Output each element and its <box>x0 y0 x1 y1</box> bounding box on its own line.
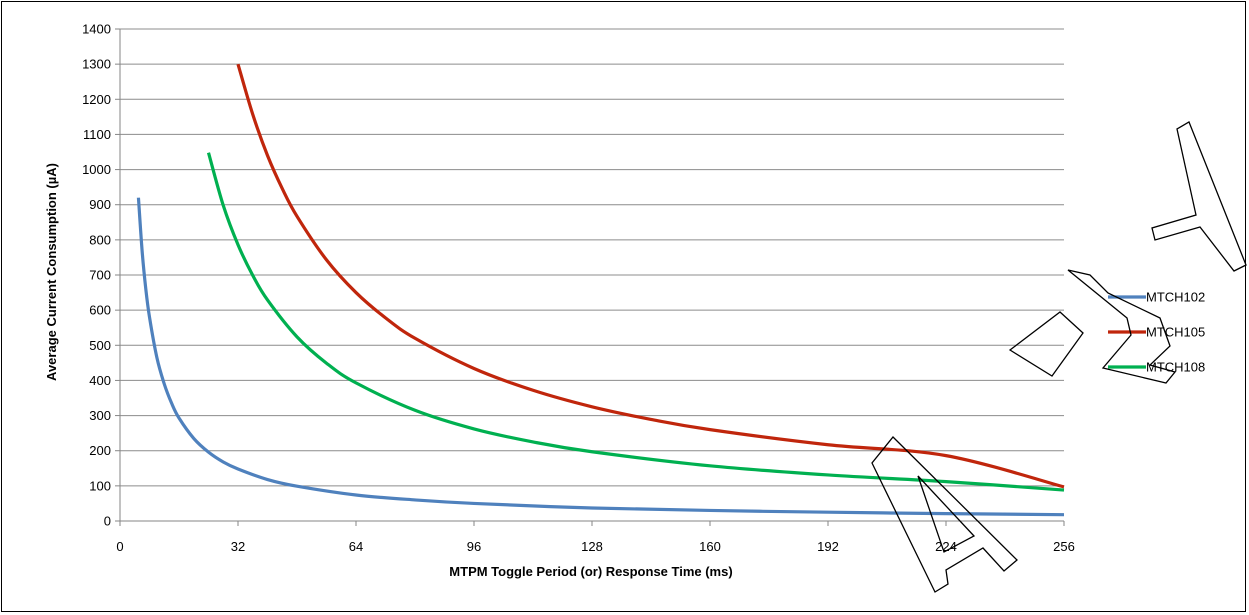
y-tick-label: 1000 <box>82 162 111 177</box>
x-axis-title: MTPM Toggle Period (or) Response Time (m… <box>449 564 732 579</box>
preliminary-watermark <box>871 121 1247 593</box>
y-tick-label: 600 <box>89 303 111 318</box>
y-tick-label: 500 <box>89 338 111 353</box>
y-tick-label: 1200 <box>82 92 111 107</box>
y-tick-label: 300 <box>89 408 111 423</box>
x-axis-ticks: 0 32 64 96 128 160 192 224 256 <box>116 521 1075 554</box>
series-line-mtch102 <box>136 197 1065 517</box>
x-tick-label: 64 <box>349 539 363 554</box>
x-tick-label: 128 <box>581 539 603 554</box>
x-tick-label: 96 <box>467 539 481 554</box>
x-tick-label: 256 <box>1053 539 1075 554</box>
y-tick-label: 800 <box>89 232 111 247</box>
legend-label-mtch108: MTCH108 <box>1146 360 1205 375</box>
legend-label-mtch102: MTCH102 <box>1146 290 1205 305</box>
series-line-mtch108 <box>206 152 1065 492</box>
y-tick-label: 1300 <box>82 57 111 72</box>
y-tick-label: 400 <box>89 373 111 388</box>
y-axis-title: Average Current Consumption (µA) <box>44 163 59 381</box>
x-tick-label: 32 <box>231 539 245 554</box>
x-tick-label: 160 <box>699 539 721 554</box>
series-lines <box>136 63 1065 517</box>
y-tick-label: 200 <box>89 443 111 458</box>
y-axis-ticks: 0 100 200 300 400 500 600 700 800 900 1000 1100 1200… <box>82 22 121 529</box>
y-tick-label: 1100 <box>83 127 111 142</box>
gridlines <box>120 28 1064 522</box>
series-line-mtch105 <box>236 63 1065 489</box>
y-tick-label: 900 <box>89 197 111 212</box>
x-tick-label: 0 <box>116 539 123 554</box>
y-tick-label: 1400 <box>82 22 111 37</box>
y-tick-label: 0 <box>104 514 111 529</box>
legend-label-mtch105: MTCH105 <box>1146 325 1205 340</box>
legend: MTCH102 MTCH105 MTCH108 <box>1108 290 1205 375</box>
y-tick-label: 100 <box>89 478 111 493</box>
x-tick-label: 192 <box>817 539 839 554</box>
y-tick-label: 700 <box>89 268 111 283</box>
